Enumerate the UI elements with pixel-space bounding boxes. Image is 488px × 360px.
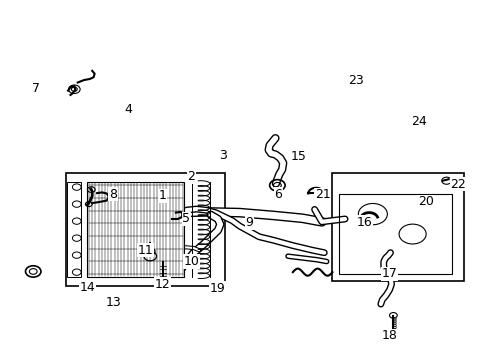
Text: 1: 1 [158, 189, 166, 202]
Text: 9: 9 [245, 216, 253, 229]
Text: 14: 14 [80, 280, 95, 293]
Text: 15: 15 [290, 150, 306, 163]
Bar [331, 173, 464, 281]
Bar [65, 173, 224, 286]
Text: 13: 13 [106, 296, 122, 309]
Text: 19: 19 [210, 282, 225, 294]
Text: 11: 11 [138, 244, 153, 257]
Text: 12: 12 [154, 278, 170, 291]
Bar [338, 194, 451, 274]
Text: 17: 17 [381, 267, 397, 280]
Text: 5: 5 [182, 212, 190, 225]
Text: 22: 22 [449, 178, 465, 191]
Text: 21: 21 [314, 188, 330, 201]
Text: 6: 6 [274, 188, 282, 201]
Text: 24: 24 [410, 115, 426, 128]
Text: 10: 10 [183, 255, 199, 268]
Text: 23: 23 [347, 74, 363, 87]
Bar [87, 182, 183, 278]
Text: 7: 7 [32, 82, 40, 95]
Text: 3: 3 [218, 149, 226, 162]
Text: 18: 18 [381, 329, 397, 342]
Text: 2: 2 [187, 170, 195, 183]
Bar [66, 182, 81, 278]
Text: 20: 20 [417, 195, 433, 208]
Text: 16: 16 [356, 216, 371, 229]
Text: 4: 4 [124, 103, 132, 116]
Text: 8: 8 [109, 188, 117, 201]
